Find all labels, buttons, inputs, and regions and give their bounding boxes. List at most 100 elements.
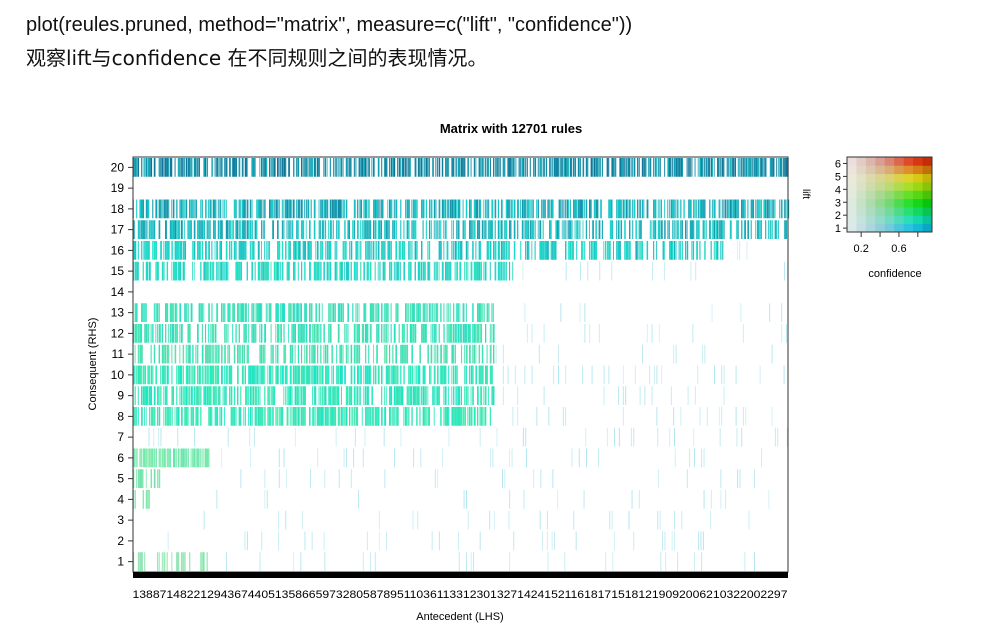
y-tick-label: 2: [117, 534, 124, 548]
heatmap-cell: [200, 241, 202, 260]
heatmap-cell: [313, 261, 316, 281]
heatmap-cell: [269, 158, 271, 177]
heatmap-cell: [278, 324, 280, 343]
heatmap-cell: [336, 365, 338, 385]
heatmap-cell: [187, 220, 189, 239]
heatmap-cell: [456, 386, 458, 405]
heatmap-cell: [337, 158, 339, 177]
heatmap-cell: [387, 241, 390, 260]
heatmap-cell: [249, 220, 252, 239]
heatmap-cell: [365, 199, 367, 219]
heatmap-cell-faint: [718, 407, 720, 426]
heatmap-cell: [248, 386, 250, 405]
heatmap-cell: [160, 324, 162, 343]
heatmap-cell: [205, 199, 207, 219]
heatmap-cell: [320, 261, 322, 281]
heatmap-cell: [489, 344, 492, 364]
heatmap-cell: [501, 199, 503, 219]
heatmap-cell: [765, 199, 767, 219]
heatmap-cell-faint: [564, 552, 566, 571]
legend-cell: [847, 173, 857, 183]
heatmap-cell: [158, 199, 161, 219]
heatmap-cell: [534, 220, 536, 239]
heatmap-cell: [145, 241, 148, 260]
heatmap-cell: [355, 261, 357, 281]
heatmap-cell: [417, 158, 420, 177]
heatmap-cell: [499, 158, 501, 177]
heatmap-cell: [253, 386, 255, 405]
heatmap-cell: [502, 261, 504, 281]
heatmap-cell: [189, 344, 191, 364]
heatmap-cell: [201, 448, 203, 468]
heatmap-cell: [419, 386, 421, 405]
legend-cell: [922, 157, 933, 166]
heatmap-cell: [377, 324, 380, 343]
heatmap-cell: [142, 490, 144, 509]
heatmap-cell: [553, 158, 556, 177]
heatmap-cell: [205, 241, 207, 260]
heatmap-cell-faint: [531, 365, 533, 385]
heatmap-cell: [459, 407, 462, 426]
heatmap-cell: [168, 448, 170, 468]
heatmap-cell: [345, 199, 348, 219]
heatmap-cell: [336, 386, 339, 405]
heatmap-cell: [654, 199, 657, 219]
heatmap-cell: [712, 158, 714, 177]
heatmap-cell: [141, 220, 143, 239]
heatmap-cell-faint: [784, 261, 785, 281]
heatmap-cell: [269, 241, 271, 260]
heatmap-cell: [301, 344, 303, 364]
heatmap-cell: [353, 199, 356, 219]
heatmap-cell: [283, 386, 285, 405]
heatmap-cell: [619, 158, 622, 177]
heatmap-cell: [475, 158, 477, 177]
heatmap-cell: [209, 199, 212, 219]
heatmap-cell: [638, 158, 640, 177]
heatmap-cell-faint: [694, 552, 695, 571]
heatmap-cell: [568, 220, 570, 239]
heatmap-cell: [176, 407, 178, 426]
legend-color-grid: [847, 157, 933, 233]
heatmap-cell: [205, 344, 207, 364]
heatmap-cell: [352, 407, 354, 426]
heatmap-cell: [288, 261, 290, 281]
heatmap-cell: [192, 344, 194, 364]
heatmap-cell: [457, 241, 460, 260]
heatmap-cell: [232, 324, 234, 343]
heatmap-cell: [728, 199, 730, 219]
heatmap-cell: [456, 324, 458, 343]
heatmap-cell-faint: [664, 531, 666, 551]
heatmap-cell: [171, 324, 174, 343]
heatmap-cell: [438, 220, 440, 239]
heatmap-cell: [601, 158, 603, 177]
heatmap-cell: [376, 344, 378, 364]
heatmap-cell: [245, 365, 246, 385]
heatmap-cell: [446, 303, 448, 322]
heatmap-cell: [485, 365, 487, 385]
heatmap-cell: [158, 303, 160, 322]
heatmap-cell: [273, 386, 276, 405]
heatmap-cell: [369, 365, 372, 385]
heatmap-cell: [323, 386, 325, 405]
heatmap-cell-faint: [300, 552, 302, 571]
heatmap-cell: [272, 158, 274, 177]
heatmap-cell: [728, 158, 730, 177]
heatmap-cell: [561, 220, 563, 239]
heatmap-cell: [384, 344, 386, 364]
heatmap-cell: [632, 220, 634, 239]
heatmap-cell: [309, 241, 311, 260]
heatmap-cell: [291, 324, 293, 343]
heatmap-cell: [145, 199, 148, 219]
heatmap-cell: [197, 324, 199, 343]
heatmap-cell: [264, 241, 266, 260]
heatmap-cell: [181, 220, 183, 239]
heatmap-cell: [373, 407, 374, 426]
heatmap-cell: [153, 469, 156, 488]
heatmap-cell: [304, 365, 306, 385]
heatmap-cell: [157, 386, 159, 405]
heatmap-cell: [179, 220, 181, 239]
heatmap-cell-faint: [565, 407, 567, 426]
heatmap-cell: [304, 261, 306, 281]
heatmap-cell: [486, 158, 489, 177]
heatmap-cell: [608, 241, 610, 260]
